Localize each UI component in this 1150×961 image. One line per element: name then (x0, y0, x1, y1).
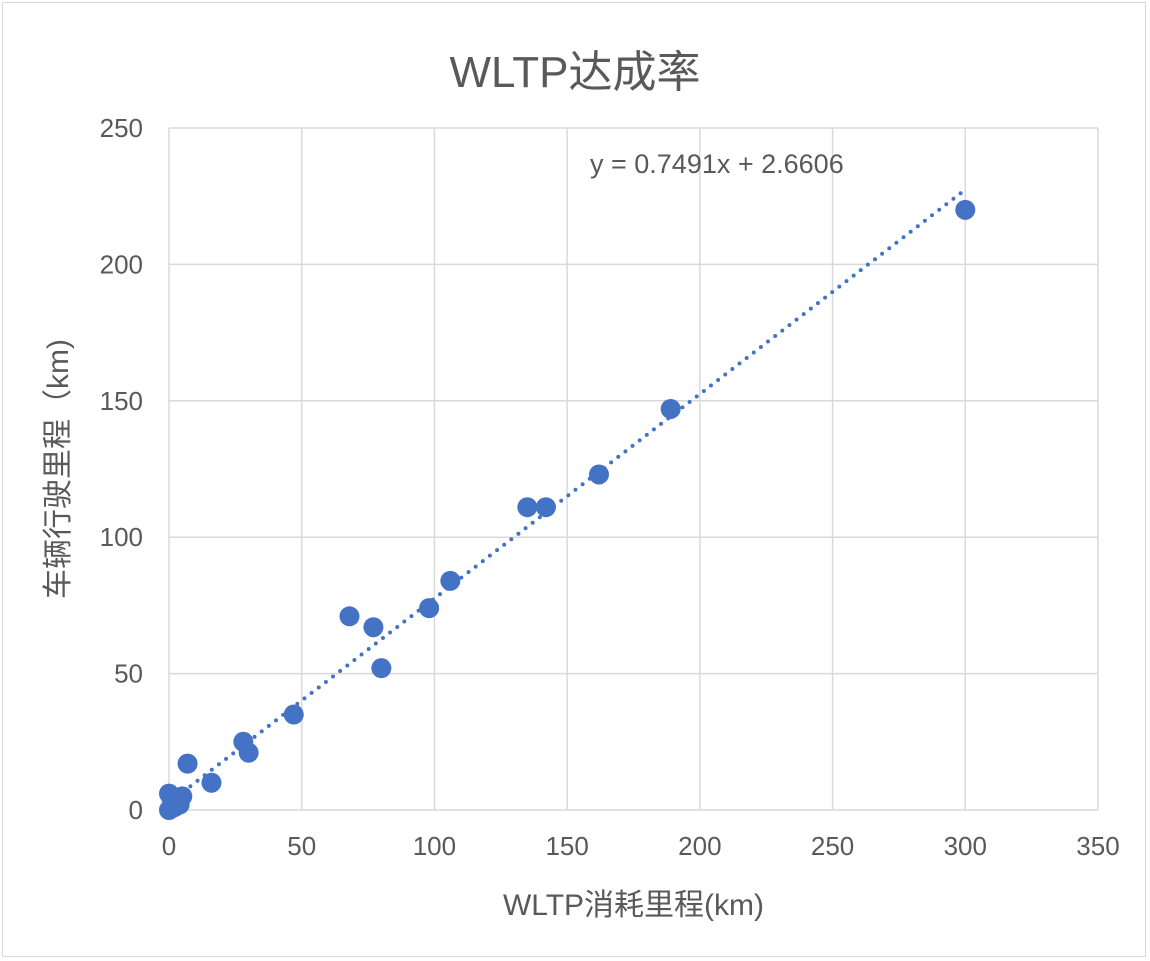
data-point (955, 199, 976, 220)
data-points (159, 199, 976, 820)
y-tick-label: 200 (100, 249, 143, 279)
y-tick-label: 100 (100, 522, 143, 552)
data-point (339, 606, 360, 627)
y-axis-label: 车辆行驶里程（km) (42, 339, 75, 599)
data-point (660, 398, 681, 419)
data-point (588, 464, 609, 485)
data-point (440, 570, 461, 591)
y-tick-label: 250 (100, 113, 143, 143)
data-point (517, 497, 538, 518)
grid (168, 127, 1099, 811)
x-axis-label: WLTP消耗里程(km) (502, 889, 765, 922)
y-tick-label: 0 (129, 795, 143, 825)
x-tick-label: 350 (1076, 831, 1119, 861)
data-point (201, 772, 222, 793)
x-tick-label: 100 (413, 831, 456, 861)
y-tick-label: 150 (100, 386, 143, 416)
trendline-layer (167, 187, 968, 805)
chart-title: WLTP达成率 (449, 48, 701, 97)
x-tick-label: 50 (287, 831, 316, 861)
tick-labels: 0 50 100 150 200 250 300 350 0 50 100 150 200 250 (100, 113, 1120, 861)
x-tick-label: 150 (545, 831, 588, 861)
trendline-equation: y = 0.7491x + 2.6606 (590, 149, 844, 179)
data-point (371, 658, 392, 679)
x-tick-label: 300 (944, 831, 987, 861)
data-point (363, 617, 384, 638)
trendline (167, 187, 968, 805)
y-tick-label: 50 (114, 659, 143, 689)
x-tick-label: 200 (678, 831, 721, 861)
x-tick-label: 250 (811, 831, 854, 861)
data-point (177, 753, 198, 774)
x-tick-label: 0 (162, 831, 176, 861)
data-point (172, 786, 193, 807)
data-point (535, 497, 556, 518)
data-point (238, 742, 259, 763)
data-point (419, 598, 440, 619)
data-point (283, 704, 304, 725)
